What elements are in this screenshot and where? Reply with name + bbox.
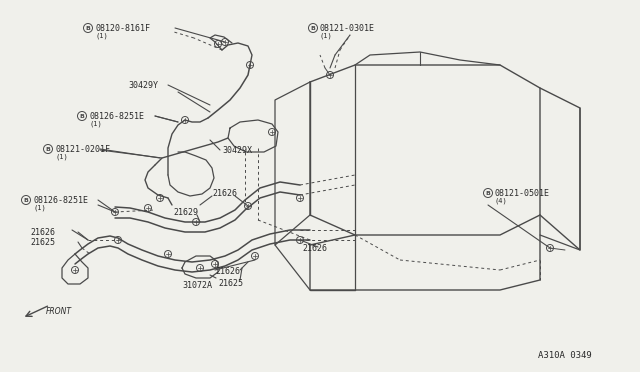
Text: 08121-0301E: 08121-0301E — [320, 23, 375, 32]
Text: (1): (1) — [95, 33, 108, 39]
Text: (4): (4) — [495, 198, 508, 204]
Text: FRONT: FRONT — [46, 308, 72, 317]
Text: B: B — [86, 26, 90, 31]
Text: 21625: 21625 — [30, 237, 55, 247]
Text: B: B — [486, 190, 490, 196]
Text: B: B — [24, 198, 28, 202]
Text: B: B — [310, 26, 316, 31]
Text: 30429Y: 30429Y — [128, 80, 158, 90]
Text: B: B — [79, 113, 84, 119]
Text: 08126-8251E: 08126-8251E — [33, 196, 88, 205]
Text: 21626: 21626 — [302, 244, 327, 253]
Text: 30429X: 30429X — [222, 145, 252, 154]
Text: 31072A: 31072A — [182, 280, 212, 289]
Text: 21626: 21626 — [30, 228, 55, 237]
Text: 08121-0201F: 08121-0201F — [55, 144, 110, 154]
Text: (1): (1) — [33, 205, 45, 211]
Text: 21626: 21626 — [212, 189, 237, 198]
Text: 21625: 21625 — [218, 279, 243, 288]
Text: 21626: 21626 — [215, 267, 240, 276]
Text: B: B — [45, 147, 51, 151]
Text: 08126-8251E: 08126-8251E — [89, 112, 144, 121]
Text: 21629: 21629 — [173, 208, 198, 217]
Text: (1): (1) — [55, 154, 68, 160]
Text: 08120-8161F: 08120-8161F — [95, 23, 150, 32]
Text: A310A 0349: A310A 0349 — [538, 350, 592, 359]
Text: (1): (1) — [89, 121, 102, 127]
Text: 08121-0501E: 08121-0501E — [495, 189, 550, 198]
Text: (1): (1) — [320, 33, 333, 39]
